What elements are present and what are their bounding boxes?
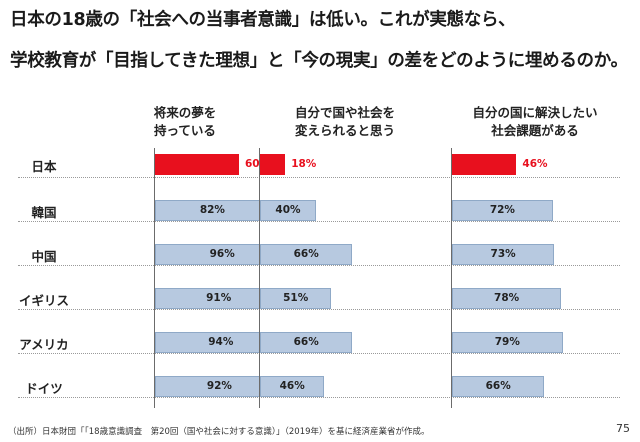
panel-axis-line — [154, 148, 155, 408]
category-label: 韓国 — [31, 205, 57, 220]
bar — [452, 244, 555, 265]
row-divider — [18, 309, 620, 310]
category-label: アメリカ — [19, 337, 69, 352]
data-label: 94% — [208, 336, 234, 348]
bar — [260, 200, 316, 221]
data-label: 79% — [494, 336, 520, 348]
row-divider — [18, 221, 620, 222]
bar — [260, 244, 353, 265]
data-label: 46% — [522, 158, 548, 170]
data-label: 66% — [293, 336, 319, 348]
bar — [260, 154, 286, 175]
bar — [452, 332, 563, 353]
data-label: 66% — [485, 380, 511, 392]
data-label: 91% — [206, 292, 232, 304]
category-label: ドイツ — [25, 381, 63, 396]
source-note: （出所）日本財団「「18歳意識調査 第20回（国や社会に対する意識）」（2019… — [8, 427, 430, 437]
data-label: 66% — [293, 248, 319, 260]
bar — [260, 288, 332, 309]
bar — [452, 200, 553, 221]
panel-axis-line — [259, 148, 260, 408]
data-label: 72% — [489, 204, 515, 216]
data-label: 92% — [206, 380, 232, 392]
title-line-1: 日本の18歳の「社会への当事者意識」は低い。これが実態なら、 — [10, 10, 516, 30]
panel-header: 将来の夢を 持っている — [153, 105, 217, 138]
bar — [260, 376, 325, 397]
panel-header: 自分で国や社会を 変えられると思う — [294, 105, 395, 138]
row-divider — [18, 265, 620, 266]
bar — [452, 154, 517, 175]
category-label: 日本 — [31, 159, 57, 174]
panel-axis-line — [451, 148, 452, 408]
data-label: 51% — [283, 292, 309, 304]
data-label: 73% — [490, 248, 516, 260]
category-label: イギリス — [18, 293, 69, 308]
data-label: 40% — [275, 204, 301, 216]
data-label: 46% — [279, 380, 305, 392]
page-number: 75 — [616, 422, 630, 435]
category-label: 中国 — [31, 249, 57, 264]
bar — [452, 376, 545, 397]
panel-header: 自分の国に解決したい 社会課題がある — [472, 105, 598, 138]
bar — [155, 154, 239, 175]
bar — [260, 332, 353, 353]
title-line-2: 学校教育が「目指してきた理想」と「今の現実」の差をどのように埋めるのか。 — [10, 51, 628, 71]
data-label: 78% — [494, 292, 520, 304]
row-divider — [18, 397, 620, 398]
row-divider — [18, 353, 620, 354]
data-label: 96% — [209, 248, 235, 260]
bar — [452, 288, 562, 309]
data-label: 82% — [199, 204, 225, 216]
data-label: 18% — [291, 158, 317, 170]
row-divider — [18, 177, 620, 178]
